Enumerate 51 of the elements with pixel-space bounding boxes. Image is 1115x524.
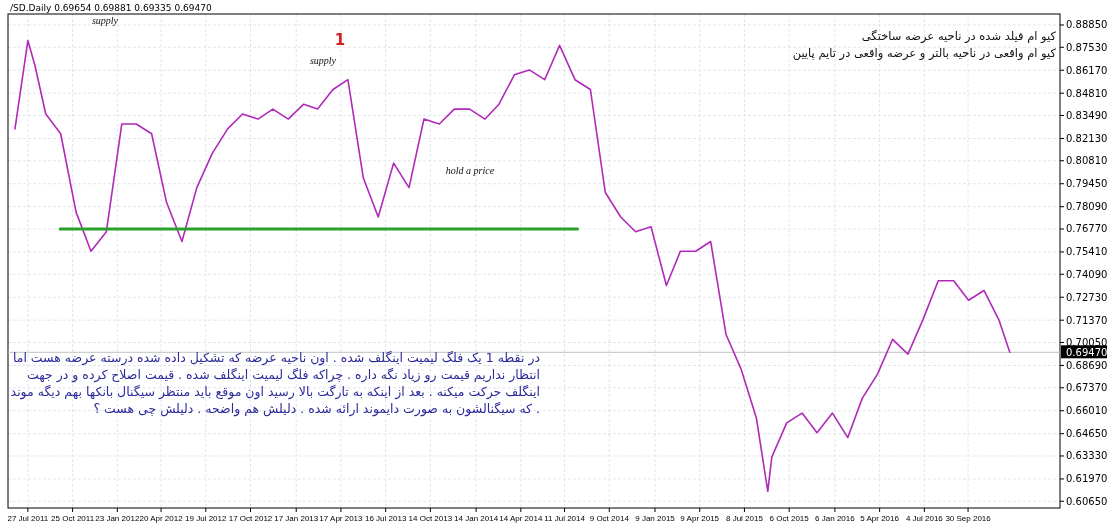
x-tick-label: 14 Oct 2013	[408, 514, 453, 523]
x-tick-label: 17 Apr 2013	[319, 514, 364, 523]
x-tick-label: 27 Jul 2011	[7, 514, 49, 523]
ref-line-label: 0.69470	[1066, 346, 1108, 358]
x-tick-label: 30 Sep 2016	[945, 514, 992, 523]
y-tick-label: 0.68690	[1066, 359, 1108, 371]
y-tick-label: 0.75410	[1066, 246, 1108, 258]
y-tick-label: 0.76770	[1066, 223, 1108, 235]
x-tick-label: 17 Jan 2013	[274, 514, 319, 523]
y-tick-label: 0.66010	[1066, 405, 1108, 417]
x-tick-label: 9 Jan 2015	[635, 514, 676, 523]
y-tick-label: 0.84810	[1066, 87, 1108, 99]
x-tick-label: 20 Apr 2012	[139, 514, 184, 523]
x-tick-label: 9 Apr 2015	[680, 514, 720, 523]
y-tick-label: 0.79450	[1066, 178, 1108, 190]
y-tick-label: 0.61970	[1066, 473, 1108, 485]
y-tick-label: 0.60650	[1066, 495, 1108, 507]
y-tick-label: 0.87530	[1066, 41, 1108, 53]
y-tick-label: 0.72730	[1066, 291, 1108, 303]
x-tick-label: 16 Jul 2013	[364, 514, 407, 523]
y-tick-label: 0.71370	[1066, 314, 1108, 326]
annotation: کیو ام فیلد شده در ناحیه عرضه ساختگی کیو ام واقعی در ناحیه بالتر و عرضه واقعی در تایم پایین	[792, 29, 1057, 61]
y-tick-label: 0.67370	[1066, 382, 1108, 394]
annotation: در نقطه 1 یک فلگ لیمیت اینگلف شده . اون ناحیه عرضه که تشکیل داده شده درسته عرضه هست اما انتظار نداریم قیمت رو زیاد نگه داره . چراکه فلگ لیمیت اینگلف شده . قیمت اصلاح کرده و در جهت اینگلف حرکت میکنه . بعد از اینکه به تارگت بالا رسید اون موقع باید منتظر سیگنال بانکها بهم دیگه موند . که سیگنالشون به صورت دایموند ارائه شده . دلیلش هم واضحه . دلیلش چی هست ؟	[10, 350, 540, 417]
y-tick-label: 0.80810	[1066, 155, 1108, 167]
x-tick-label: 6 Oct 2015	[769, 514, 810, 523]
annotation: hold a price	[445, 165, 495, 176]
x-tick-label: 19 Jul 2012	[185, 514, 228, 523]
annotation: 1	[334, 31, 346, 49]
x-tick-label: 17 Oct 2012	[228, 514, 273, 523]
x-tick-label: 6 Jan 2016	[815, 514, 856, 523]
x-tick-label: 23 Jan 2012	[95, 514, 140, 523]
x-tick-label: 25 Oct 2011	[51, 514, 95, 523]
y-tick-label: 0.63330	[1066, 450, 1108, 462]
y-tick-label: 0.82130	[1066, 132, 1108, 144]
x-tick-label: 9 Oct 2014	[589, 514, 630, 523]
x-tick-label: 14 Jan 2014	[454, 514, 499, 523]
annotation: supply	[91, 15, 119, 26]
chart-title: /SD.Daily 0.69654 0.69881 0.69335 0.69470	[10, 3, 212, 13]
x-tick-label: 11 Jul 2014	[544, 514, 586, 523]
x-tick-label: 5 Apr 2016	[860, 514, 900, 523]
y-tick-label: 0.86170	[1066, 64, 1108, 76]
x-tick-label: 14 Apr 2014	[499, 514, 543, 523]
y-tick-label: 0.74090	[1066, 268, 1108, 280]
x-tick-label: 8 Jul 2015	[725, 514, 764, 523]
x-tick-label: 4 Jul 2016	[905, 514, 944, 523]
y-tick-label: 0.83490	[1066, 110, 1108, 121]
y-tick-label: 0.78090	[1066, 201, 1108, 213]
y-tick-label: 0.64650	[1066, 428, 1108, 440]
y-tick-label: 0.88850	[1066, 19, 1108, 31]
annotation: supply	[309, 55, 337, 66]
